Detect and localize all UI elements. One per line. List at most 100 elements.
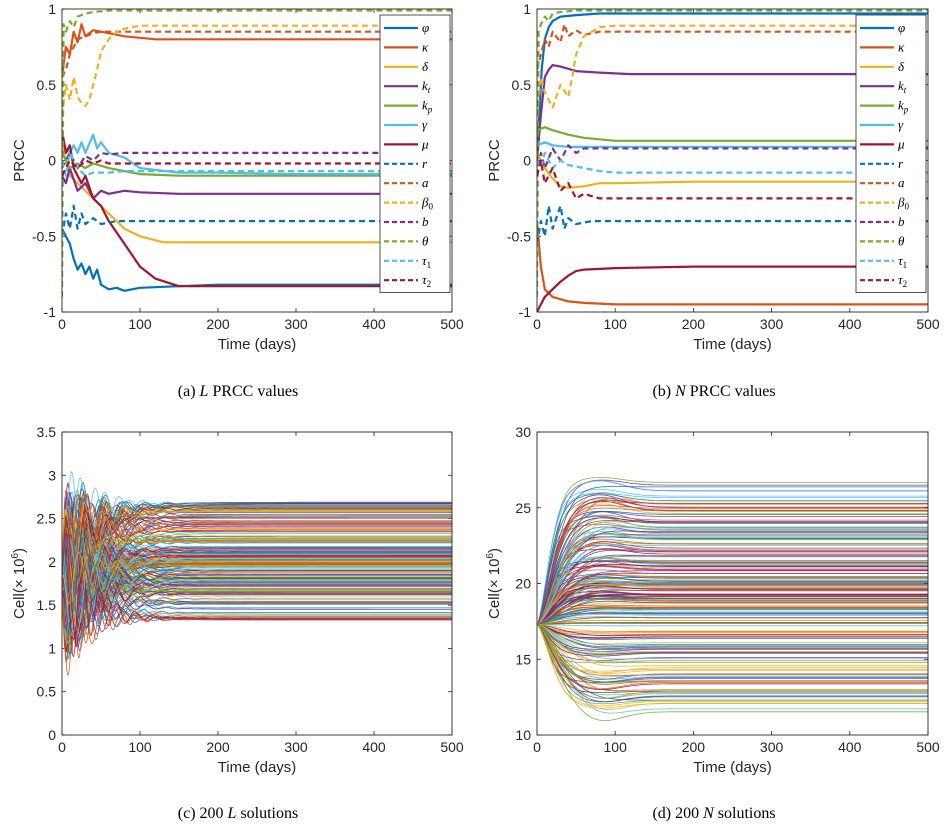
b-xtick-label: 500 <box>916 316 940 332</box>
d-solution-line <box>537 489 928 625</box>
c-solution-line <box>62 514 452 587</box>
a-ytick-label: 1 <box>48 1 56 17</box>
d-solution-line <box>537 560 928 625</box>
c-ytick-label: 3 <box>48 467 56 483</box>
d-axes-frame <box>536 431 929 736</box>
b-ytick-label: 1 <box>523 1 531 17</box>
a-legend-label: φ <box>422 20 429 35</box>
b-legend-label: r <box>898 156 904 171</box>
a-series-group <box>62 9 452 297</box>
b-series-line <box>537 265 928 312</box>
a-ytick-label: 0 <box>48 153 56 169</box>
d-solution-line <box>537 480 928 625</box>
b-legend-label: kt <box>898 78 907 95</box>
d-solution-line <box>537 587 928 625</box>
b-series-line <box>537 151 928 174</box>
c-solution-line <box>62 572 452 629</box>
d-solution-line <box>537 516 928 625</box>
caption-c-var: L <box>227 805 237 822</box>
d-solution-line <box>537 544 928 625</box>
d-solution-line <box>537 564 928 625</box>
d-solution-line <box>537 624 928 674</box>
d-solution-line <box>537 624 928 640</box>
a-legend-label: β0 <box>421 195 433 212</box>
d-xlabel: Time (days) <box>693 759 772 776</box>
d-xtick-label: 400 <box>838 739 862 755</box>
a-legend-label: b <box>422 214 429 229</box>
d-xtick-label: 0 <box>533 739 541 755</box>
c-solution-line <box>62 524 452 589</box>
d-solution-line <box>537 584 928 625</box>
c-ytick-label: 1.5 <box>37 597 57 613</box>
c-axes-frame <box>61 431 453 736</box>
c-ytick-label: 0.5 <box>37 684 57 700</box>
a-xtick-label: 200 <box>206 316 230 332</box>
d-solution-line <box>537 492 928 625</box>
d-solution-line <box>537 624 928 649</box>
a-series-line <box>62 133 452 176</box>
a-series-line <box>62 151 452 177</box>
d-solution-line <box>537 624 928 674</box>
d-solution-line <box>537 624 928 705</box>
d-solution-line <box>537 624 928 627</box>
d-solution-line <box>537 501 928 625</box>
d-solution-line <box>537 624 928 660</box>
a-series-line <box>62 152 452 177</box>
b-legend-label: φ <box>898 20 905 35</box>
d-solution-line <box>537 517 928 625</box>
c-ytick-label: 2.5 <box>37 511 57 527</box>
d-solution-line <box>537 624 928 667</box>
a-xtick-label: 400 <box>362 316 386 332</box>
a-xlabel: Time (days) <box>218 336 297 353</box>
b-xtick-label: 200 <box>682 316 706 332</box>
b-ytick-label: -1 <box>519 304 532 320</box>
caption-b-var: N <box>675 383 686 400</box>
a-series-line <box>62 9 452 297</box>
a-legend-label: κ <box>422 39 429 54</box>
b-series-line <box>537 204 928 244</box>
a-legend-label: μ <box>421 136 429 151</box>
d-solution-line <box>537 572 928 625</box>
caption-c-text: solutions <box>240 805 299 822</box>
b-legend-label: τ2 <box>898 272 907 289</box>
d-solution-line <box>537 624 928 664</box>
d-solution-line <box>537 522 928 625</box>
d-solution-line <box>537 611 928 625</box>
a-legend-label: θ <box>422 233 429 248</box>
c-ytick-label: 0 <box>48 727 56 743</box>
panel-d-chart: 0 100 200 300 400 500 10 15 20 25 30 Time (days) Cel… <box>485 424 940 776</box>
d-solution-line <box>537 624 928 684</box>
caption-b-text: PRCC values <box>689 383 776 400</box>
a-series-line <box>62 23 452 78</box>
d-solution-line <box>537 622 928 625</box>
d-solutions-group <box>537 477 928 721</box>
d-solution-line <box>537 606 928 625</box>
a-series-line <box>62 30 452 78</box>
d-solution-line <box>537 589 928 625</box>
d-solution-line <box>537 570 928 625</box>
a-xtick-label: 500 <box>440 316 464 332</box>
panel-b-chart: 0 100 200 300 400 500 -1 -0.5 0 0.5 1 Time (days) PR… <box>486 1 940 353</box>
c-xlabel: Time (days) <box>218 759 297 776</box>
d-solution-line <box>537 604 928 625</box>
d-solution-line <box>537 533 928 625</box>
caption-a-var: L <box>199 383 209 400</box>
b-axes-frame <box>536 8 929 313</box>
a-axes-frame <box>61 8 453 313</box>
d-solution-line <box>537 505 928 625</box>
d-solution-line <box>537 507 928 625</box>
caption-d-text: solutions <box>717 805 776 822</box>
b-series-line <box>537 126 928 142</box>
c-solution-line <box>62 509 452 631</box>
d-solution-line <box>537 624 928 634</box>
panel-a-chart: 0 100 200 300 400 500 -1 -0.5 0 0.5 1 Time (days) PR… <box>11 1 464 353</box>
c-ytick-label: 3.5 <box>37 424 57 440</box>
c-solution-line <box>62 528 452 652</box>
d-solution-line <box>537 583 928 625</box>
b-legend-label: τ1 <box>898 253 907 270</box>
c-solution-line <box>62 512 452 623</box>
caption-a-text: PRCC values <box>212 383 299 400</box>
d-solution-line <box>537 624 928 680</box>
b-series-line <box>537 9 928 297</box>
d-solution-line <box>537 624 928 632</box>
